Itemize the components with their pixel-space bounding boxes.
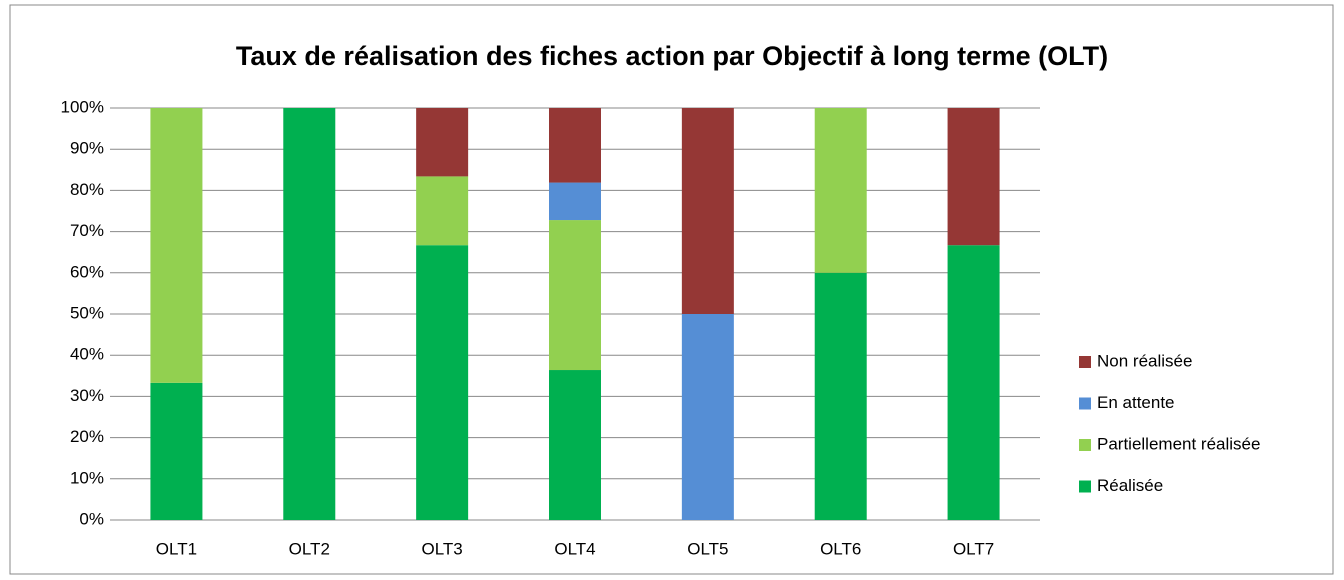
- y-tick-label: 20%: [70, 427, 104, 446]
- bar-segment: [283, 108, 336, 520]
- bar-segment: [150, 382, 203, 520]
- y-tick-label: 40%: [70, 345, 104, 364]
- legend-label: Partiellement réalisée: [1097, 434, 1260, 453]
- y-tick-label: 10%: [70, 468, 104, 487]
- chart-title: Taux de réalisation des fiches action pa…: [236, 41, 1108, 71]
- y-tick-label: 80%: [70, 180, 104, 199]
- legend-swatch: [1079, 356, 1091, 368]
- bar-segment: [947, 108, 1000, 246]
- x-tick-label: OLT6: [820, 539, 861, 558]
- bar-segment: [681, 108, 734, 314]
- legend-label: Réalisée: [1097, 476, 1163, 495]
- bar-segment: [814, 272, 867, 520]
- bar-segment: [416, 245, 469, 521]
- y-tick-label: 0%: [79, 509, 104, 528]
- bar-segment: [549, 182, 601, 221]
- bar-segment: [814, 108, 867, 273]
- bar-segment: [150, 108, 203, 383]
- x-tick-label: OLT3: [422, 539, 463, 558]
- y-tick-label: 100%: [61, 97, 104, 116]
- y-tick-label: 50%: [70, 303, 104, 322]
- bar-segment: [681, 314, 734, 520]
- x-tick-label: OLT7: [953, 539, 994, 558]
- legend-swatch: [1079, 480, 1091, 493]
- x-tick-label: OLT2: [289, 539, 330, 558]
- y-tick-label: 60%: [70, 262, 104, 281]
- legend-label: En attente: [1097, 393, 1175, 412]
- bar-segment: [549, 108, 601, 183]
- legend-label: Non réalisée: [1097, 351, 1192, 370]
- y-tick-label: 30%: [70, 386, 104, 405]
- x-tick-label: OLT1: [156, 539, 197, 558]
- bar-segment: [947, 245, 1000, 521]
- y-tick-label: 70%: [70, 221, 104, 240]
- bar-segment: [549, 370, 601, 520]
- legend-swatch: [1079, 397, 1091, 410]
- bar-segment: [549, 220, 601, 371]
- bar-segment: [416, 108, 469, 177]
- y-tick-label: 90%: [70, 139, 104, 158]
- x-tick-label: OLT5: [687, 539, 728, 558]
- x-tick-label: OLT4: [554, 539, 595, 558]
- bar-segment: [416, 176, 469, 246]
- legend-swatch: [1079, 439, 1091, 451]
